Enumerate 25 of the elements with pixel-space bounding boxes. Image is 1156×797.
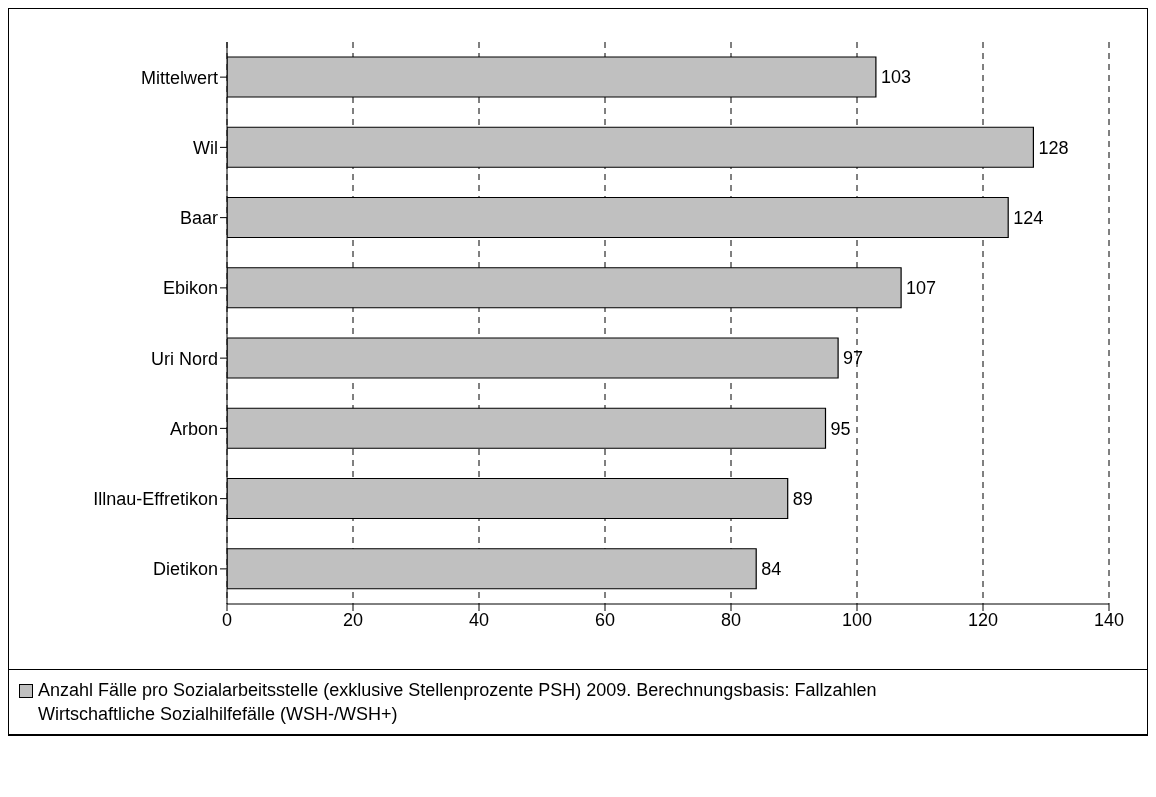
x-tick-label: 100: [841, 609, 873, 630]
y-tick-label: Baar: [179, 208, 218, 229]
data-label: 107: [906, 278, 937, 299]
legend-label: Anzahl Fälle pro Sozialarbeitsstelle (exklusive Stellenprozente PSH) 2009. Berechnungsbasis: Fallzahlen Wirtschaftliche Sozialhilfefälle (WSH-/WSH+): [38, 679, 878, 726]
x-tick-label: 60: [594, 609, 616, 630]
y-tick-label: Arbon: [169, 418, 218, 439]
x-tick-label: 120: [967, 609, 999, 630]
y-tick-label: Wil: [193, 137, 218, 158]
x-tick-label: 0: [221, 609, 233, 630]
data-label: 103: [880, 67, 911, 88]
data-label: 97: [843, 348, 864, 369]
x-tick-label: 20: [342, 609, 364, 630]
x-tick-label: 140: [1093, 609, 1125, 630]
y-tick-label: Mittelwert: [140, 67, 218, 88]
data-label: 89: [792, 488, 813, 509]
x-tick-label: 40: [468, 609, 490, 630]
y-tick-label: Uri Nord: [150, 348, 218, 369]
data-label: 124: [1013, 207, 1044, 228]
x-tick-label: 80: [720, 609, 742, 630]
y-tick-label: Illnau-Effretikon: [93, 489, 218, 510]
y-tick-label: Ebikon: [162, 278, 218, 299]
y-tick-label: Dietikon: [152, 559, 218, 580]
data-label: 84: [761, 559, 782, 580]
data-label: 128: [1038, 137, 1069, 158]
data-label: 95: [830, 418, 851, 439]
